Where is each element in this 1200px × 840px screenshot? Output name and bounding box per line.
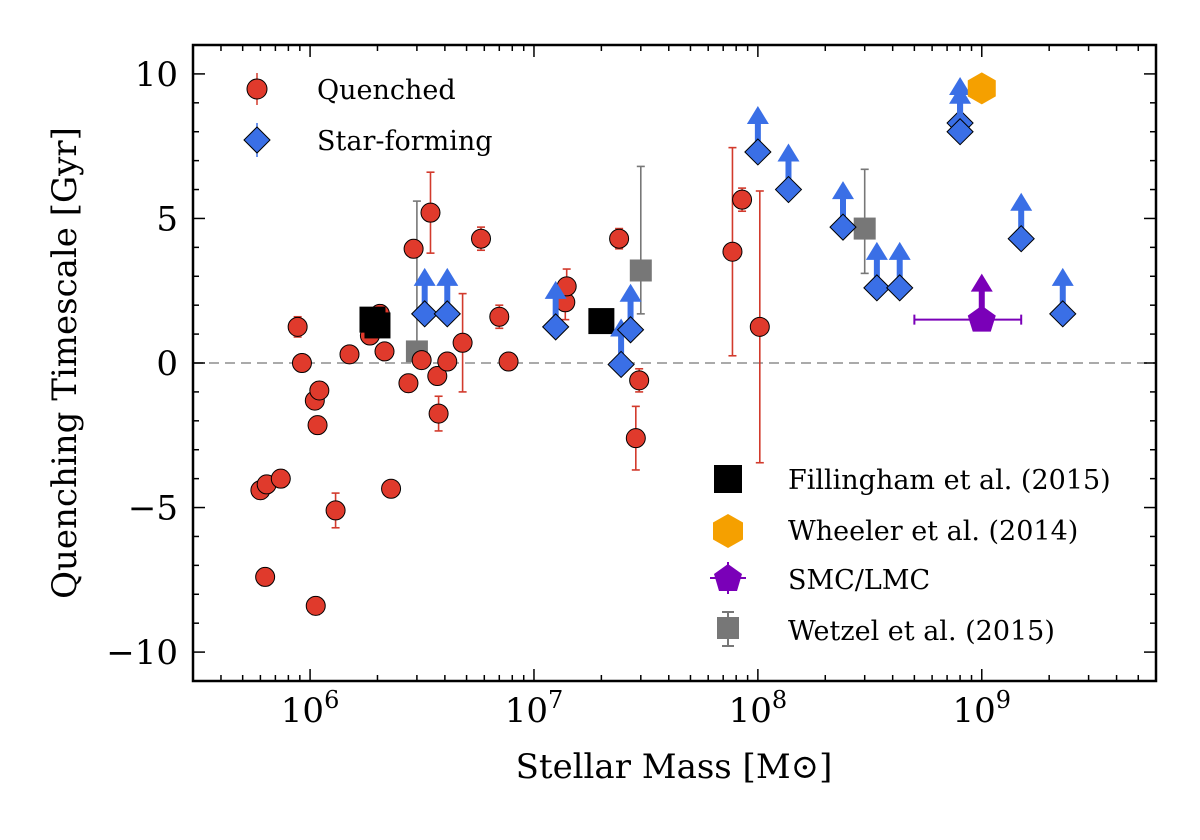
x-tick-label: 109 [952,686,1011,731]
marker-layer [250,72,1077,616]
starforming-limit-arrow-head [619,283,642,302]
legend-starforming-marker [243,126,271,154]
starforming-point [616,316,645,344]
legend-item-wetzel: Wetzel et al. (2015) [717,611,1055,647]
starforming-point [410,300,439,328]
legend-wheeler-label: Wheeler et al. (2014) [788,516,1078,547]
x-tick-label: 106 [281,686,340,731]
wetzel-point [853,217,876,240]
y-tick-label: −10 [106,633,178,673]
quenched-point [420,202,441,223]
legend-item-quenched: Quenched [246,73,456,106]
starforming-limit-arrow-head [1051,267,1074,286]
starforming-limit-arrow-head [413,267,436,286]
legend-lower-right: Fillingham et al. (2015) Wheeler et al. … [710,465,1111,647]
quenched-point [398,373,419,394]
starforming-limit-arrow-head [949,85,972,104]
starforming-point [433,300,461,328]
quenched-point [625,428,646,449]
quenched-point [270,468,291,489]
starforming-point [863,274,891,302]
legend-wetzel-label: Wetzel et al. (2015) [788,616,1055,647]
starforming-limit-arrow-head [865,241,888,260]
quenched-point [411,350,432,371]
quenched-point [629,370,650,391]
y-axis-title: Quenching Timescale [Gyr] [45,127,85,599]
legend-smclmc-label: SMC/LMC [788,565,930,596]
legend-upper-left: Quenched Star-forming [243,73,493,157]
quenched-point [722,241,743,262]
quenched-point [437,351,458,372]
y-tick-label: 5 [156,199,178,239]
quenched-point [291,353,312,373]
wetzel-point [629,259,652,282]
legend-fillingham-marker [714,465,742,493]
quenched-point [749,316,770,337]
starforming-limit-arrow-head [832,181,855,200]
quenched-point [609,228,630,249]
starforming-point [744,138,772,166]
quenched-point [381,478,402,499]
smclmc-limit-arrow-head [970,273,993,292]
starforming-limit-arrow-head [1010,192,1033,211]
legend-fillingham-label: Fillingham et al. (2015) [788,465,1111,496]
starforming-limit-arrow-head [888,241,911,260]
y-tick-label: −5 [128,489,178,529]
starforming-limit-arrow-head [746,105,769,124]
quenched-point [732,189,753,210]
fillingham-point [359,306,386,333]
x-axis-title: Stellar Mass [M⊙] [516,747,833,787]
tick-label-layer: 106 107 108 109 10 5 0 −5 −10 [106,55,1011,731]
legend-item-starforming: Star-forming [243,123,493,157]
quenched-point [339,344,360,365]
starforming-point [829,213,857,241]
quenched-point [307,415,328,436]
starforming-point [1007,224,1035,253]
starforming-point [607,350,635,379]
quenched-point [309,380,330,401]
starforming-point [541,313,570,341]
legend-item-wheeler: Wheeler et al. (2014) [713,514,1078,548]
smclmc-point [967,305,996,332]
legend-item-smclmc: SMC/LMC [710,562,930,596]
starforming-point [774,175,803,204]
y-tick-label: 10 [135,55,178,95]
y-tick-label: 0 [156,344,178,384]
quenched-point [498,351,519,372]
x-tick-label: 108 [729,686,788,731]
quenched-point [471,228,492,249]
quenched-point [427,366,448,387]
wheeler-point [967,72,996,105]
x-tick-label: 107 [505,686,564,731]
quenched-point [325,500,346,521]
legend-quenched-marker [246,78,268,100]
legend-item-fillingham: Fillingham et al. (2015) [714,465,1111,496]
starforming-point [885,274,914,302]
quenched-point [452,332,473,353]
quenched-point [287,316,308,337]
quenched-point [489,306,510,327]
fillingham-point [588,308,615,335]
starforming-limit-arrow-head [777,143,800,162]
tick-layer [192,45,1157,681]
starforming-limit-arrow-head [544,280,567,299]
legend-smclmc-marker [714,564,742,591]
quenched-point [305,595,326,616]
quenched-point [428,403,449,424]
starforming-point [1049,300,1077,328]
quenched-point [374,341,395,362]
legend-wheeler-marker [713,514,743,548]
legend-starforming-label: Star-forming [317,126,493,157]
starforming-limit-arrow-head [436,267,459,286]
legend-wetzel-marker [717,617,739,639]
starforming-point [946,118,974,146]
quenched-point [255,566,276,587]
legend-quenched-label: Quenched [317,75,456,106]
quenched-point [403,238,424,259]
